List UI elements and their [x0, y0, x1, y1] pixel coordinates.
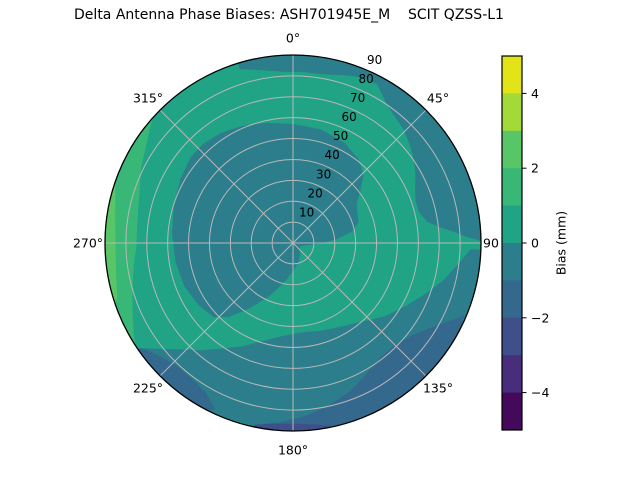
angular-tick-label: 270° [73, 236, 103, 251]
radial-tick-label: 70 [350, 91, 365, 105]
angular-tick-label: 180° [278, 443, 308, 458]
radial-tick-label: 10 [299, 206, 314, 220]
contour-layer [105, 55, 481, 431]
radial-tick-label: 20 [307, 186, 322, 200]
radial-tick-label: 60 [341, 110, 356, 124]
radial-tick-label: 80 [358, 72, 373, 86]
colorbar-axis-label: Bias (mm) [554, 211, 569, 275]
colorbar-segment [502, 168, 522, 206]
angular-grid-spoke [292, 242, 427, 377]
angular-tick-label: 135° [423, 381, 453, 396]
colorbar-segment [502, 355, 522, 393]
polar-outline [104, 54, 482, 432]
colorbar-segment [502, 205, 522, 244]
colorbar-segment [502, 280, 522, 319]
region-bias-1-2-left-crescent [105, 117, 154, 346]
angular-grid-spoke [159, 242, 294, 377]
region-bias-neg1-0-top-right-band [238, 55, 481, 242]
angular-tick-label: 45° [427, 91, 449, 106]
region-bias-neg1-0-central-blob [172, 122, 364, 318]
colorbar-segment [502, 130, 522, 169]
angular-grid-spoke [292, 109, 427, 244]
colorbar-segment [502, 317, 522, 356]
radial-tick-label: 30 [316, 167, 331, 181]
colorbar-segment [502, 392, 522, 431]
radial-tick-label: 90 [367, 53, 382, 67]
angular-tick-label: 90 [483, 236, 499, 251]
colorbar-tick-label: −2 [531, 310, 549, 325]
colorbar-tick-label: 2 [531, 161, 539, 176]
colorbar-tick-label: −4 [531, 385, 549, 400]
angular-tick-label: 225° [133, 381, 163, 396]
chart-title: Delta Antenna Phase Biases: ASH701945E_M… [74, 7, 504, 23]
radial-tick-label: 40 [324, 148, 339, 162]
colorbar-segment [502, 56, 522, 94]
angular-tick-label: 315° [133, 91, 163, 106]
angular-grid-spoke [159, 109, 294, 244]
colorbar-segment [502, 243, 522, 281]
radial-tick-label: 50 [333, 129, 348, 143]
region-bias-neg2-neg1-bottom-left [137, 348, 216, 411]
colorbar-tick-label: 4 [531, 86, 539, 101]
region-bias-neg2-neg1-bottom-right [257, 315, 465, 431]
colorbar-tick-label: 0 [531, 236, 539, 251]
angular-tick-label: 0° [286, 31, 300, 46]
colorbar-segment [502, 93, 522, 132]
colorbar: 4 2 0 −2 −4 Bias (mm) [501, 55, 569, 431]
